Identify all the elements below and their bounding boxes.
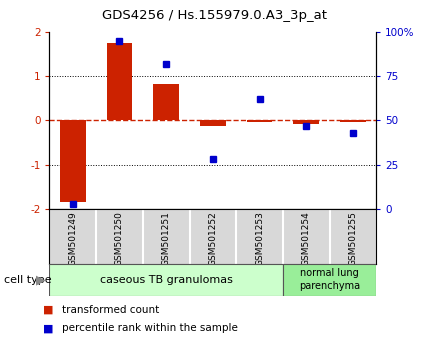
Text: GSM501255: GSM501255 [348, 212, 357, 267]
Text: GDS4256 / Hs.155979.0.A3_3p_at: GDS4256 / Hs.155979.0.A3_3p_at [102, 9, 328, 22]
Text: GSM501252: GSM501252 [209, 212, 217, 266]
Bar [49, 264, 283, 296]
Text: normal lung
parenchyma: normal lung parenchyma [299, 268, 360, 291]
Bar [283, 264, 376, 296]
Bar [200, 120, 226, 126]
Text: GSM501253: GSM501253 [255, 212, 264, 267]
Text: GSM501254: GSM501254 [302, 212, 311, 266]
Text: transformed count: transformed count [62, 305, 160, 315]
Bar [154, 84, 179, 120]
Text: ■: ■ [43, 305, 53, 315]
Text: ■: ■ [43, 323, 53, 333]
Bar [340, 120, 366, 122]
Bar [190, 209, 236, 264]
Bar [247, 120, 272, 122]
Text: GSM501250: GSM501250 [115, 212, 124, 267]
Text: caseous TB granulomas: caseous TB granulomas [100, 275, 233, 285]
Text: cell type: cell type [4, 275, 52, 285]
Bar [143, 209, 190, 264]
Text: ▶: ▶ [36, 273, 46, 286]
Text: GSM501249: GSM501249 [68, 212, 77, 266]
Bar [283, 209, 329, 264]
Bar [236, 209, 283, 264]
Bar [107, 43, 132, 120]
Bar [96, 209, 143, 264]
Bar [49, 209, 96, 264]
Bar [60, 120, 86, 202]
Text: percentile rank within the sample: percentile rank within the sample [62, 323, 238, 333]
Bar [329, 209, 376, 264]
Bar [293, 120, 319, 124]
Text: GSM501251: GSM501251 [162, 212, 171, 267]
